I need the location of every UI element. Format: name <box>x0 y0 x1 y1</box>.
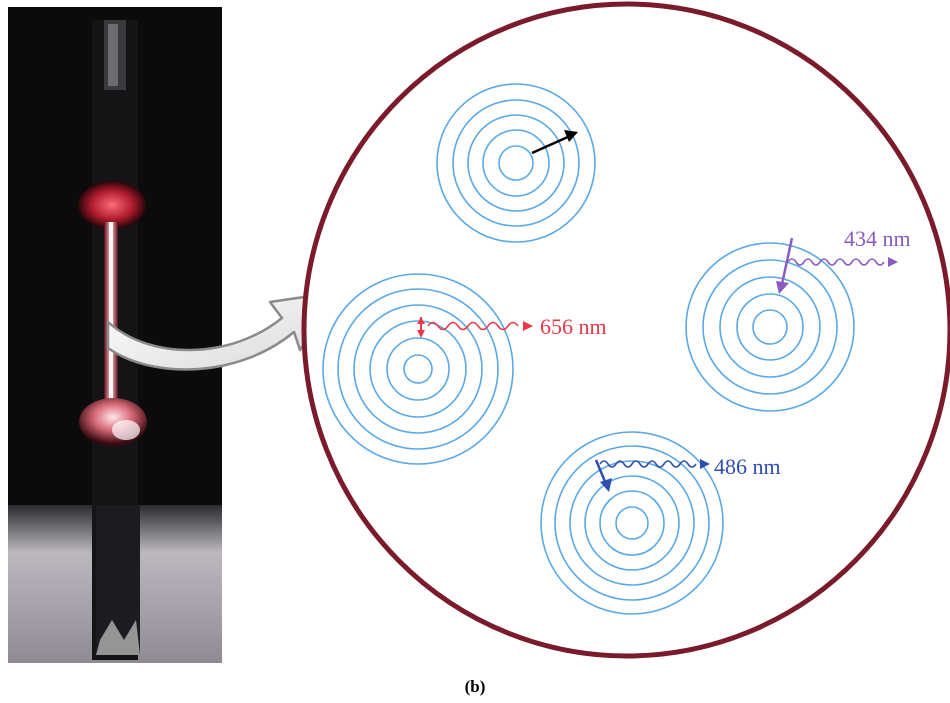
atom-right <box>685 242 855 412</box>
discharge-tube-photo <box>8 7 222 663</box>
atom-bottom <box>540 431 724 615</box>
atom-top <box>436 83 596 243</box>
transition-434 <box>776 237 898 294</box>
atom-left <box>322 273 514 465</box>
radial-arrow <box>531 130 578 155</box>
wavelength-label-656: 656 nm <box>540 314 607 339</box>
magnified-view-circle <box>301 1 950 659</box>
transition-486 <box>594 459 710 492</box>
wavelength-label-486: 486 nm <box>714 454 781 479</box>
transition-656 <box>417 317 533 338</box>
figure-caption: (b) <box>464 677 486 696</box>
wavelength-label-434: 434 nm <box>844 226 911 251</box>
